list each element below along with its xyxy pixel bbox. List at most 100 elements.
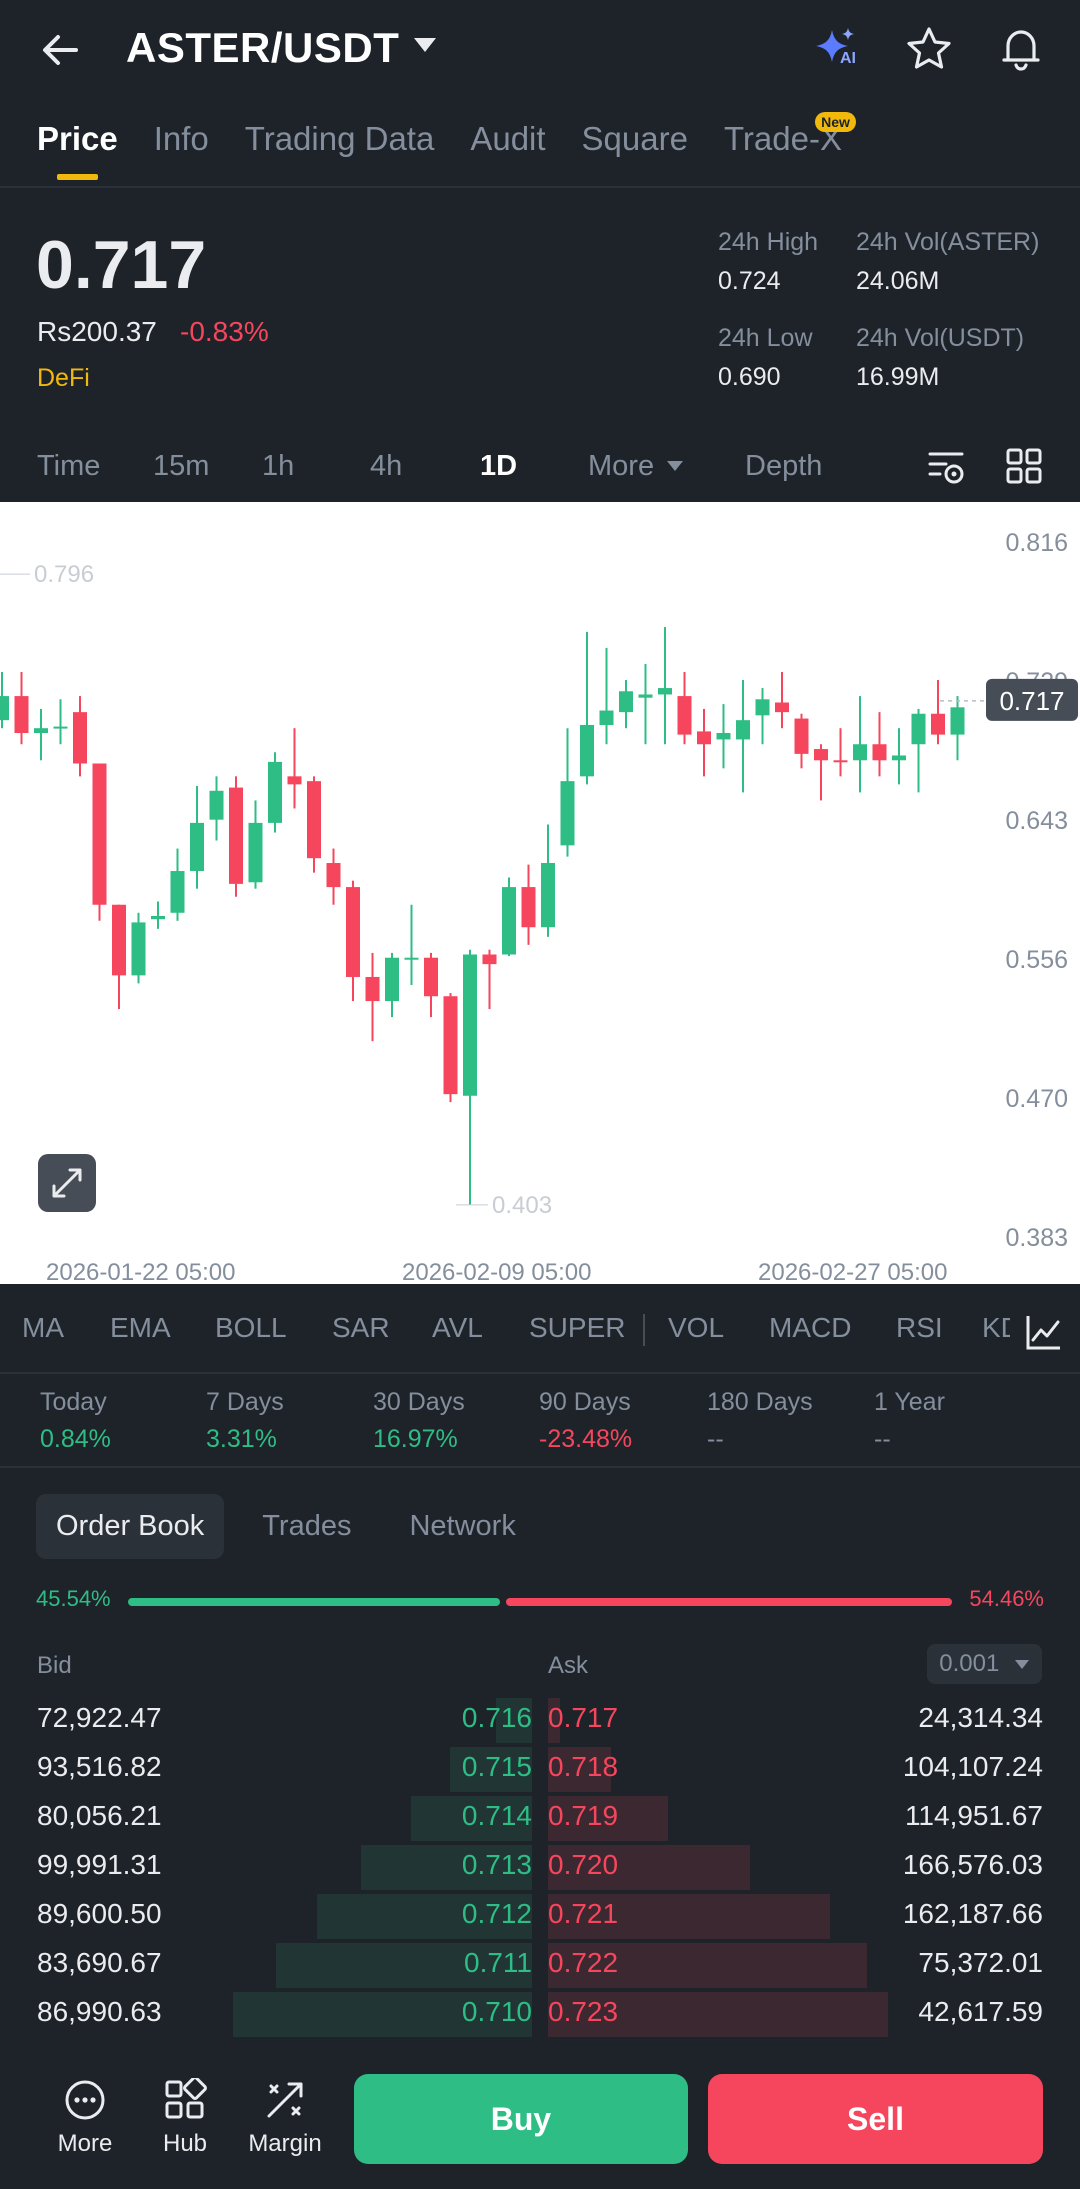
expand-fullscreen-button[interactable] xyxy=(38,1154,96,1212)
indicator-avl[interactable]: AVL xyxy=(432,1312,483,1343)
interval-more[interactable]: More xyxy=(588,450,655,482)
candle-body xyxy=(346,887,360,977)
period-7d[interactable]: 7 Days 3.31% xyxy=(206,1388,284,1454)
period-label: Today xyxy=(40,1388,107,1416)
indicator-ma[interactable]: MA xyxy=(22,1312,64,1343)
ask-quantity: 104,107.24 xyxy=(902,1751,1043,1782)
period-label: 30 Days xyxy=(373,1388,465,1416)
bid-ask-ratio: 45.54% 54.46% xyxy=(0,1586,1080,1616)
indicator-settings-area xyxy=(1010,1300,1080,1360)
orderbook-row[interactable]: 83,690.67 0.711 0.722 75,372.01 xyxy=(0,1939,1080,1988)
orderbook-row[interactable]: 93,516.82 0.715 0.718 104,107.24 xyxy=(0,1743,1080,1792)
margin-label: Margin xyxy=(248,2130,322,2157)
tab-info[interactable]: Info xyxy=(153,120,209,157)
bottom-action-bar: More Hub Margin Buy Sell xyxy=(0,2040,1080,2189)
candle-body xyxy=(131,922,146,976)
candlestick-chart[interactable]: 0.816 0.729 0.643 0.556 0.470 0.383 2026… xyxy=(0,502,1080,1286)
interval-1d[interactable]: 1D xyxy=(480,450,518,482)
period-value: 16.97% xyxy=(373,1425,458,1453)
orderbook-row[interactable]: 86,990.63 0.710 0.723 42,617.59 xyxy=(0,1988,1080,2037)
interval-15m[interactable]: 15m xyxy=(153,450,210,482)
bid-price: 0.715 xyxy=(461,1751,532,1782)
bid-price: 0.712 xyxy=(461,1898,532,1929)
tab-trading-data[interactable]: Trading Data xyxy=(244,120,435,157)
candle-body xyxy=(92,763,107,905)
ask-depth-bar xyxy=(548,1943,867,1988)
indicator-chart-icon[interactable] xyxy=(1024,1312,1064,1352)
indicator-super[interactable]: SUPER xyxy=(529,1312,626,1343)
period-90d[interactable]: 90 Days -23.48% xyxy=(539,1388,632,1454)
tab-audit[interactable]: Audit xyxy=(470,120,546,157)
period-label: 7 Days xyxy=(206,1388,284,1416)
expand-icon xyxy=(52,1168,82,1198)
candle-body xyxy=(716,733,731,740)
bid-quantity: 93,516.82 xyxy=(37,1751,162,1782)
stat-24h-high: 24h High 0.724 xyxy=(718,228,818,296)
indicator-macd[interactable]: MACD xyxy=(769,1312,852,1343)
tab-order-book[interactable]: Order Book xyxy=(36,1494,225,1559)
stat-value: 0.724 xyxy=(718,267,781,295)
divider xyxy=(0,186,1080,188)
precision-select[interactable]: 0.001 xyxy=(927,1644,1042,1684)
orderbook-row[interactable]: 99,991.31 0.713 0.720 166,576.03 xyxy=(0,1841,1080,1890)
category-tag[interactable]: DeFi xyxy=(37,364,90,392)
chart-svg[interactable]: 0.816 0.729 0.643 0.556 0.470 0.383 2026… xyxy=(0,502,1080,1286)
more-button[interactable]: More xyxy=(40,2078,130,2158)
orderbook-row[interactable]: 72,922.47 0.716 0.717 24,314.34 xyxy=(0,1694,1080,1743)
interval-1h[interactable]: 1h xyxy=(262,450,295,482)
candle-body xyxy=(521,887,536,928)
candle-body xyxy=(424,957,438,997)
bid-ratio: 45.54% xyxy=(36,1586,111,1611)
bell-icon[interactable] xyxy=(996,24,1046,74)
buy-button[interactable]: Buy xyxy=(354,2074,688,2164)
hub-button[interactable]: Hub xyxy=(140,2078,230,2158)
stat-label: 24h Vol(ASTER) xyxy=(856,228,1040,256)
more-label: More xyxy=(57,2130,113,2157)
bid-depth-bar xyxy=(275,1943,532,1988)
interval-time[interactable]: Time xyxy=(37,450,101,482)
tab-network[interactable]: Network xyxy=(409,1510,516,1542)
indicator-boll[interactable]: BOLL xyxy=(215,1312,287,1343)
x-tick-label: 2026-01-22 05:00 xyxy=(46,1259,236,1284)
tab-price[interactable]: Price xyxy=(37,120,118,180)
tab-square[interactable]: Square xyxy=(581,120,688,157)
candle-body xyxy=(814,749,828,761)
star-icon[interactable] xyxy=(904,24,954,74)
margin-button[interactable]: Margin xyxy=(240,2078,330,2158)
orderbook-row[interactable]: 80,056.21 0.714 0.719 114,951.67 xyxy=(0,1792,1080,1841)
caret-down-icon[interactable] xyxy=(412,36,438,54)
orderbook-row[interactable]: 89,600.50 0.712 0.721 162,187.66 xyxy=(0,1890,1080,1939)
tab-trades[interactable]: Trades xyxy=(262,1510,352,1542)
candle-body xyxy=(697,731,711,745)
low-marker-label: 0.403 xyxy=(492,1192,552,1219)
stat-value: 16.99M xyxy=(856,363,940,391)
indicator-sar[interactable]: SAR xyxy=(332,1312,390,1343)
tab-trade-x[interactable]: Trade-X New xyxy=(724,112,856,180)
period-1y[interactable]: 1 Year -- xyxy=(874,1388,945,1454)
period-30d[interactable]: 30 Days 16.97% xyxy=(373,1388,465,1454)
candle-body xyxy=(794,718,809,754)
interval-4h[interactable]: 4h xyxy=(370,450,403,482)
ai-sparkle-icon[interactable]: AI xyxy=(812,24,862,74)
stat-label: 24h Vol(USDT) xyxy=(856,324,1025,352)
indicator-vol[interactable]: VOL xyxy=(668,1312,725,1343)
interval-depth[interactable]: Depth xyxy=(745,450,823,482)
back-arrow-icon[interactable] xyxy=(36,26,84,74)
bid-quantity: 72,922.47 xyxy=(37,1702,162,1733)
period-value: -- xyxy=(874,1425,891,1453)
period-180d[interactable]: 180 Days -- xyxy=(707,1388,813,1454)
ask-quantity: 114,951.67 xyxy=(904,1800,1043,1831)
indicator-ema[interactable]: EMA xyxy=(110,1312,171,1343)
indicator-rsi[interactable]: RSI xyxy=(896,1312,943,1343)
ask-quantity: 24,314.34 xyxy=(918,1702,1043,1733)
sell-button[interactable]: Sell xyxy=(708,2074,1043,2164)
pair-title[interactable]: ASTER/USDT xyxy=(126,24,400,71)
ask-depth-bar xyxy=(548,1747,612,1792)
period-label: 90 Days xyxy=(539,1388,631,1416)
ask-quantity: 166,576.03 xyxy=(902,1849,1043,1880)
candle-body xyxy=(931,713,945,735)
chart-settings-icon[interactable] xyxy=(926,446,966,486)
candle-body xyxy=(833,760,848,763)
period-today[interactable]: Today 0.84% xyxy=(40,1388,111,1454)
grid-layout-icon[interactable] xyxy=(1004,446,1044,486)
